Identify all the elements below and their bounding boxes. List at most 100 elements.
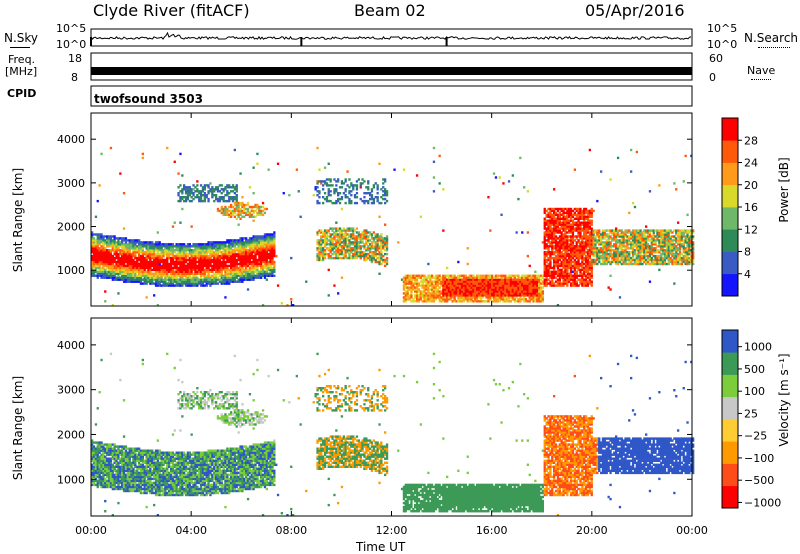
power-cell bbox=[96, 272, 99, 275]
power-cell bbox=[429, 282, 432, 285]
power-cell bbox=[384, 252, 387, 256]
power-cell bbox=[530, 294, 533, 297]
power-cell bbox=[213, 262, 216, 266]
power-cell bbox=[132, 274, 135, 277]
power-cell bbox=[252, 192, 255, 195]
power-cell bbox=[256, 251, 259, 254]
power-cell bbox=[196, 188, 199, 191]
power-cell bbox=[256, 211, 259, 215]
power-cell bbox=[151, 251, 154, 254]
power-cell bbox=[226, 213, 229, 216]
power-cell bbox=[169, 252, 173, 256]
power-cell bbox=[370, 237, 374, 240]
power-cell bbox=[179, 284, 182, 287]
power-cell bbox=[124, 264, 128, 268]
date-title: 05/Apr/2016 bbox=[585, 1, 685, 20]
power-cell bbox=[415, 280, 419, 283]
power-cell bbox=[109, 146, 113, 150]
power-cell bbox=[539, 288, 543, 291]
power-cell bbox=[134, 268, 137, 272]
power-cell bbox=[511, 296, 514, 299]
power-cell bbox=[265, 241, 268, 244]
power-cell bbox=[500, 280, 503, 283]
power-cell bbox=[162, 260, 165, 264]
power-cell bbox=[158, 284, 161, 287]
power-cell bbox=[280, 302, 283, 305]
power-cell bbox=[483, 294, 486, 297]
power-cell bbox=[496, 282, 499, 285]
power-cell bbox=[96, 258, 99, 262]
power-cell bbox=[139, 254, 143, 258]
power-cell bbox=[355, 256, 359, 260]
power-cell bbox=[432, 290, 436, 293]
power-cell bbox=[151, 249, 154, 252]
power-cell bbox=[481, 288, 484, 291]
power-cell bbox=[325, 184, 329, 187]
power-cell bbox=[370, 188, 374, 191]
power-cell bbox=[198, 196, 201, 199]
power-cell bbox=[357, 233, 360, 236]
power-cell bbox=[369, 233, 372, 236]
power-cell bbox=[427, 290, 430, 293]
power-cell bbox=[543, 233, 546, 236]
power-cell bbox=[554, 243, 558, 246]
power-cell bbox=[126, 260, 129, 264]
power-cell bbox=[138, 247, 141, 250]
power-cell bbox=[228, 186, 231, 189]
power-cell bbox=[365, 241, 368, 244]
power-cell bbox=[316, 201, 319, 205]
power-cell bbox=[166, 245, 169, 248]
power-cell bbox=[494, 298, 498, 301]
power-cell bbox=[226, 254, 229, 258]
power-cell bbox=[220, 211, 223, 215]
power-cell bbox=[151, 274, 154, 277]
power-cell bbox=[459, 288, 462, 291]
power-cell bbox=[136, 280, 139, 283]
power-cell bbox=[136, 276, 139, 279]
power-cell bbox=[166, 284, 169, 287]
power-cell bbox=[446, 282, 449, 285]
power-cell bbox=[106, 252, 109, 256]
power-cell bbox=[216, 258, 220, 262]
power-cell bbox=[248, 274, 252, 277]
power-cell bbox=[496, 274, 499, 277]
power-cell bbox=[198, 256, 201, 260]
power-cell bbox=[199, 199, 203, 203]
power-cell bbox=[346, 239, 349, 242]
power-cell bbox=[92, 249, 96, 252]
power-cell bbox=[218, 258, 221, 262]
power-cell bbox=[553, 251, 556, 254]
power-cell bbox=[316, 233, 319, 236]
power-cell bbox=[98, 274, 101, 277]
power-cell bbox=[132, 247, 135, 250]
power-cell bbox=[243, 209, 246, 213]
power-cell bbox=[269, 270, 272, 273]
power-cell bbox=[207, 254, 210, 258]
power-cell bbox=[136, 256, 139, 260]
power-cell bbox=[462, 282, 466, 285]
power-cell bbox=[415, 300, 419, 303]
power-cell bbox=[532, 292, 535, 295]
power-cell bbox=[342, 235, 345, 238]
power-cell bbox=[538, 286, 541, 289]
power-cell bbox=[517, 286, 520, 289]
power-cell bbox=[523, 296, 526, 299]
power-cell bbox=[261, 235, 265, 238]
power-cell bbox=[175, 247, 178, 250]
power-cell bbox=[496, 292, 499, 295]
power-cell bbox=[260, 260, 263, 264]
power-cell bbox=[519, 280, 522, 283]
power-cell bbox=[237, 280, 240, 283]
power-cell bbox=[425, 296, 428, 299]
power-cell bbox=[551, 249, 554, 252]
power-cell bbox=[507, 278, 511, 281]
power-cell bbox=[119, 172, 122, 175]
power-cell bbox=[138, 256, 141, 260]
power-cell bbox=[382, 178, 385, 181]
power-cell bbox=[138, 258, 141, 262]
power-cell bbox=[134, 243, 137, 246]
power-cell bbox=[254, 251, 257, 254]
power-cell bbox=[175, 260, 178, 264]
power-cell bbox=[205, 184, 208, 187]
power-cell bbox=[260, 262, 263, 266]
